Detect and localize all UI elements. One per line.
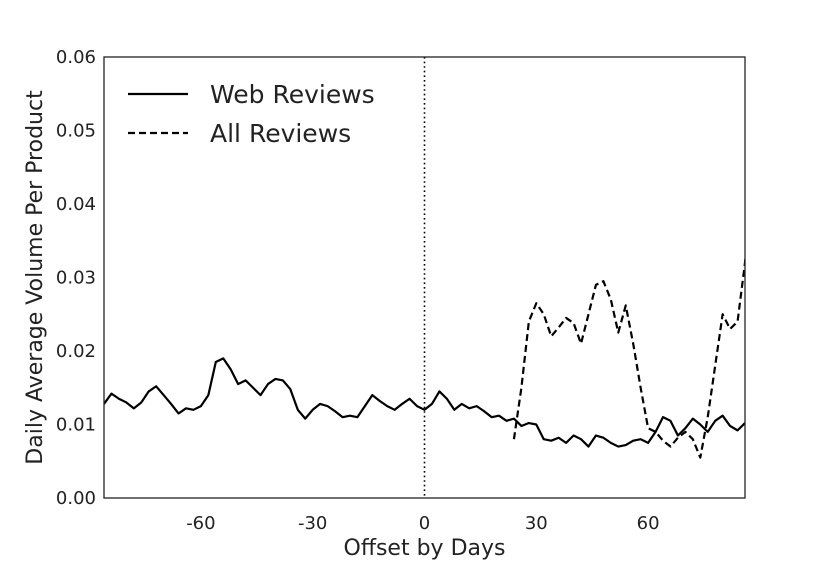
x-axis-label: Offset by Days <box>344 536 506 561</box>
y-tick-label: 0.04 <box>56 194 96 215</box>
legend: Web Reviews All Reviews <box>128 80 375 148</box>
y-tick-label: 0.03 <box>56 268 96 289</box>
x-tick-label: 60 <box>637 513 660 534</box>
y-tick-label: 0.02 <box>56 341 96 362</box>
legend-label: All Reviews <box>210 119 351 148</box>
x-tick-label: 30 <box>525 513 548 534</box>
y-axis-label: Daily Average Volume Per Product <box>23 90 48 465</box>
x-tick-label: 0 <box>419 513 430 534</box>
plot-frame <box>103 56 746 499</box>
y-tick-label: 0.06 <box>56 47 96 68</box>
x-tick-label: -30 <box>298 513 327 534</box>
legend-label: Web Reviews <box>210 80 375 109</box>
y-tick-label: 0.01 <box>56 415 96 436</box>
x-tick-label: -60 <box>186 513 215 534</box>
series-line-all-reviews <box>512 248 745 459</box>
plot-area <box>104 57 745 498</box>
axes: -60 -30 0 30 60 0.00 0.01 0.02 0.03 0.04 0.05 0.06 O… <box>23 47 746 561</box>
y-tick-label: 0.00 <box>56 488 96 509</box>
y-tick-label: 0.05 <box>56 121 96 142</box>
series-line-web-reviews <box>104 357 745 448</box>
